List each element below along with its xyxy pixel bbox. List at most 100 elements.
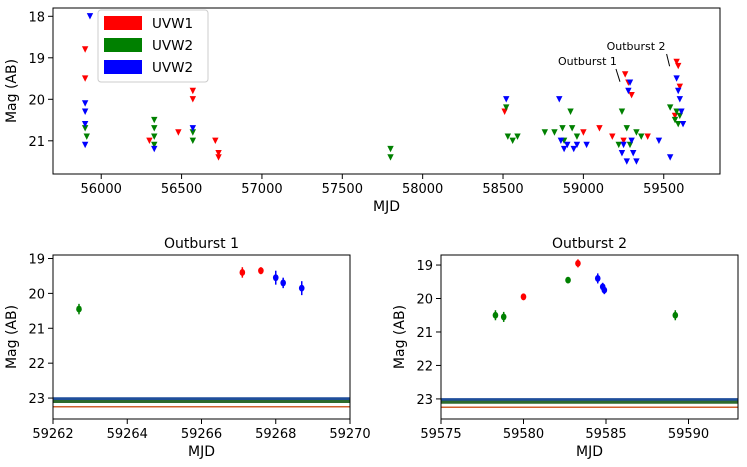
data-point [81,141,89,149]
y-tick-label: 20 [416,293,433,308]
data-point [503,104,510,111]
data-point [151,125,158,132]
data-layer [76,267,305,315]
data-point [151,141,158,149]
x-tick-label: 57000 [241,182,282,197]
y-tick-label: 23 [416,393,433,408]
data-point [258,267,264,275]
data-point [573,133,581,140]
data-point [492,311,499,319]
plot-frame [52,7,721,175]
x-tick-label: 59268 [255,427,296,442]
data-point [628,137,635,144]
y-tick-label: 19 [416,259,433,274]
data-point [575,259,581,267]
data-point [212,137,219,144]
annotation-line [615,68,621,82]
data-point [387,154,394,161]
legend-swatch [104,38,142,52]
data-point [151,133,158,140]
data-point [568,125,576,132]
data-point [618,108,626,115]
data-point [621,71,629,78]
data-point [81,75,89,82]
data-point [541,129,549,136]
y-tick-label: 20 [28,93,45,108]
annotation-label: Outburst 2 [607,40,666,53]
data-point [679,121,687,128]
data-point [666,104,674,111]
data-point [76,305,82,313]
y-tick-label: 19 [28,252,45,267]
data-point [81,108,89,115]
data-point [189,96,197,103]
data-point [675,121,682,128]
data-point [601,286,608,294]
x-tick-label: 59262 [32,427,73,442]
data-point [678,108,685,115]
data-point [559,125,566,132]
legend-label: UVW2 [152,38,193,54]
annotation-label: Outburst 1 [558,55,617,68]
data-point [675,87,682,95]
data-point [583,141,590,149]
legend-label: UVW1 [152,16,193,32]
data-point [594,275,601,282]
data-point [676,96,684,103]
data-point [615,141,622,149]
data-point [215,150,222,157]
legend-label: UVW2 [152,60,193,76]
data-point [215,154,222,161]
data-point [565,276,571,284]
annotation-line [666,53,671,67]
data-point [239,269,246,276]
x-tick-label: 59575 [420,427,461,442]
data-point [551,129,558,136]
data-point [671,116,679,124]
data-point [633,129,640,136]
data-point [146,137,153,144]
chart-title: Outburst 1 [164,236,239,252]
x-tick-label: 59500 [643,182,684,197]
data-point [81,46,89,53]
x-tick-label: 59000 [563,182,604,197]
data-point [81,121,89,128]
chart-outburst-1: 59262 59264 59266 59268 59270 19 20 21 22 23 MJD Ma… [4,236,371,460]
data-point [673,58,680,66]
y-tick-label: 19 [28,52,45,67]
data-point [83,133,90,140]
y-tick-label: 21 [416,326,433,341]
data-point [630,150,637,157]
y-tick-label: 20 [28,287,45,302]
data-point [570,145,577,153]
data-point [175,129,182,136]
data-point [189,125,197,132]
data-point [81,100,89,107]
plot-area [441,255,738,419]
data-point [509,137,516,144]
data-point [567,108,574,115]
data-point [556,96,563,103]
data-point [623,125,630,132]
data-point [673,75,680,82]
data-point [189,137,197,144]
x-tick-label: 56500 [161,182,202,197]
data-point [557,137,565,144]
data-layer [81,13,687,165]
data-point [189,129,197,136]
data-point [628,91,635,99]
data-point [151,145,158,153]
y-axis-label: Mag (AB) [392,305,408,369]
data-point [564,141,571,149]
data-point [280,279,286,287]
chart-title: Outburst 2 [552,236,627,252]
x-tick-label: 57500 [322,182,363,197]
y-axis-label: Mag (AB) [4,59,20,123]
y-tick-label: 22 [416,359,433,374]
data-layer [492,259,679,322]
data-point [580,129,587,136]
data-point [638,133,645,140]
data-point [298,284,305,292]
x-tick-label: 59266 [181,427,222,442]
